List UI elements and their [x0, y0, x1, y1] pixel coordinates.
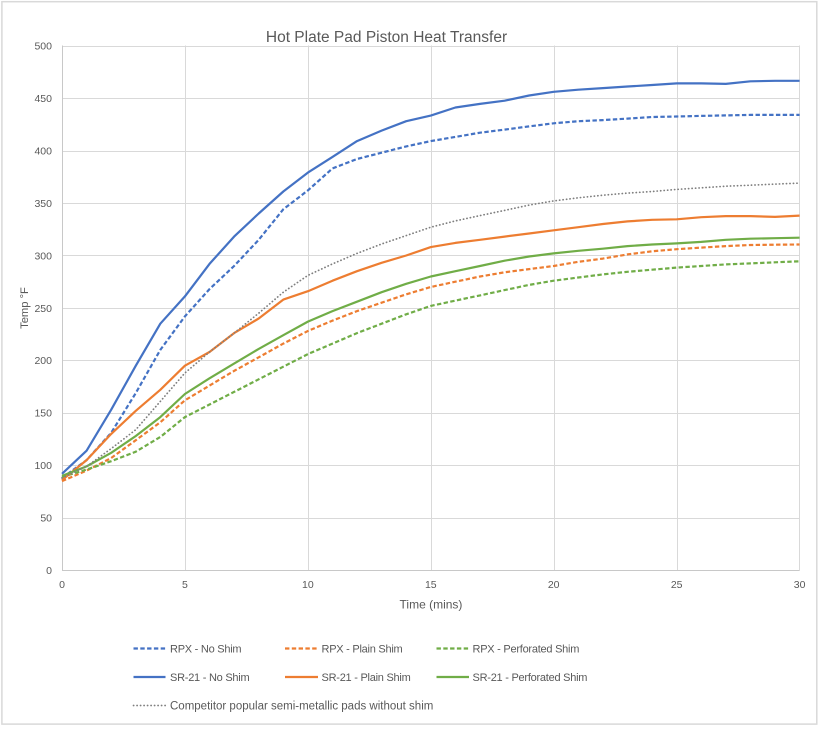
svg-text:350: 350	[34, 198, 52, 210]
svg-text:15: 15	[425, 579, 437, 591]
svg-text:RPX - Perforated Shim: RPX - Perforated Shim	[473, 644, 580, 656]
svg-text:100: 100	[34, 460, 52, 472]
svg-text:20: 20	[548, 579, 560, 591]
svg-text:500: 500	[34, 40, 52, 52]
svg-text:Hot Plate Pad Piston Heat Tran: Hot Plate Pad Piston Heat Transfer	[266, 29, 507, 46]
svg-text:400: 400	[34, 145, 52, 157]
svg-text:200: 200	[34, 355, 52, 367]
svg-text:Time (mins): Time (mins)	[400, 598, 463, 612]
svg-text:250: 250	[34, 303, 52, 315]
svg-text:300: 300	[34, 250, 52, 262]
svg-text:Competitor popular semi-metall: Competitor popular semi-metallic pads wi…	[170, 701, 433, 713]
svg-text:30: 30	[794, 579, 806, 591]
svg-text:RPX - No Shim: RPX - No Shim	[170, 644, 241, 656]
svg-text:0: 0	[59, 579, 65, 591]
svg-text:RPX - Plain Shim: RPX - Plain Shim	[322, 644, 403, 656]
svg-text:SR-21 - Perforated Shim: SR-21 - Perforated Shim	[473, 672, 588, 684]
svg-text:25: 25	[671, 579, 683, 591]
svg-text:10: 10	[302, 579, 314, 591]
svg-text:150: 150	[34, 408, 52, 420]
svg-text:SR-21 - Plain Shim: SR-21 - Plain Shim	[322, 672, 411, 684]
svg-text:0: 0	[46, 565, 52, 577]
svg-text:SR-21 - No Shim: SR-21 - No Shim	[170, 672, 249, 684]
svg-text:50: 50	[40, 513, 52, 525]
svg-text:450: 450	[34, 93, 52, 105]
svg-text:Temp °F: Temp °F	[19, 287, 31, 329]
svg-text:5: 5	[182, 579, 188, 591]
